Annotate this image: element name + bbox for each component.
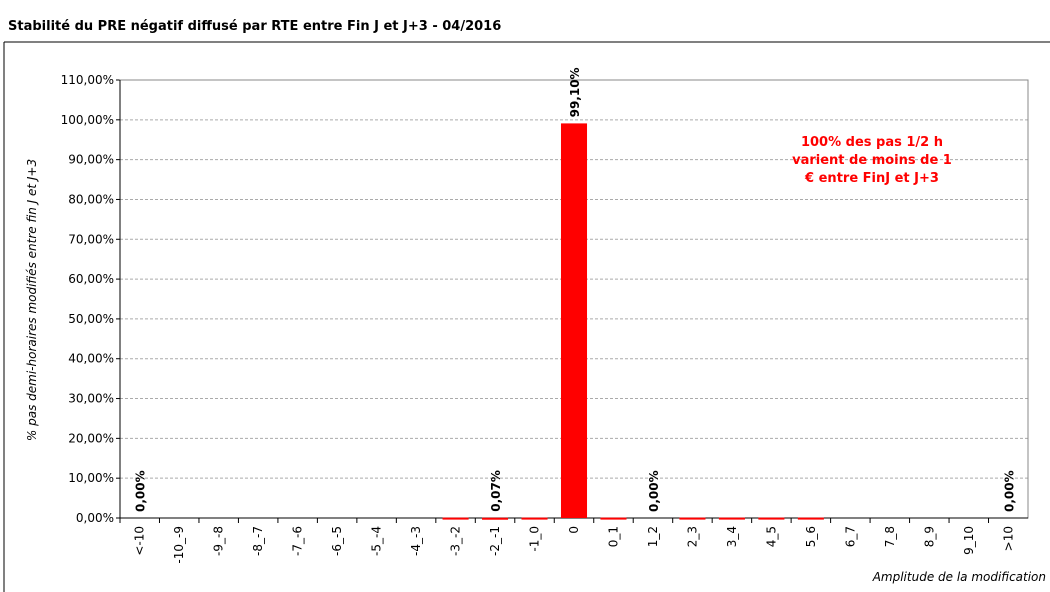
y-tick-label: 70,00% (68, 232, 114, 246)
x-tick-label: -2_-1 (488, 526, 502, 556)
x-tick-label: -10_-9 (172, 526, 186, 564)
y-tick-label: 110,00% (61, 73, 114, 87)
bar (560, 123, 588, 518)
bar (679, 517, 706, 520)
x-tick-label: <-10 (133, 526, 147, 556)
y-axis-label: % pas demi-horaires modifiés entre fin J… (25, 159, 39, 441)
data-label: 0,00% (134, 470, 148, 512)
data-label: 0,00% (647, 470, 661, 512)
y-tick-label: 20,00% (68, 431, 114, 445)
y-tick-label: 60,00% (68, 272, 114, 286)
data-label: 0,00% (1002, 470, 1016, 512)
bar (718, 517, 745, 520)
x-tick-label: 6_7 (843, 526, 857, 547)
annotation: € entre FinJ et J+3 (804, 171, 939, 186)
y-tick-label: 40,00% (68, 352, 114, 366)
y-tick-label: 80,00% (68, 192, 114, 206)
x-tick-label: -6_-5 (330, 526, 344, 556)
chart-title: Stabilité du PRE négatif diffusé par RTE… (8, 19, 501, 34)
x-tick-label: 0 (567, 526, 581, 534)
x-tick-label: 5_6 (804, 526, 818, 547)
x-tick-label: 7_8 (883, 526, 897, 547)
x-tick-label: 1_2 (646, 526, 660, 547)
x-tick-label: -9_-8 (212, 526, 226, 556)
x-tick-label: -5_-4 (370, 526, 384, 556)
bar (521, 517, 548, 520)
x-tick-label: -1_0 (528, 526, 542, 552)
x-tick-label: 8_9 (922, 526, 936, 547)
x-tick-label: -7_-6 (291, 526, 305, 556)
bar (442, 517, 469, 520)
y-tick-label: 10,00% (68, 471, 114, 485)
data-label: 0,07% (489, 470, 503, 512)
y-tick-label: 30,00% (68, 392, 114, 406)
y-tick-label: 50,00% (68, 312, 114, 326)
y-tick-label: 100,00% (61, 113, 114, 127)
bar (600, 517, 627, 520)
y-tick-label: 0,00% (76, 511, 114, 525)
y-tick-label: 90,00% (68, 153, 114, 167)
data-label: 99,10% (568, 67, 582, 117)
bar (482, 517, 509, 520)
x-tick-label: 4_5 (764, 526, 778, 547)
bar (758, 517, 785, 520)
x-tick-label: -3_-2 (449, 526, 463, 556)
x-tick-label: 9_10 (962, 526, 976, 555)
x-tick-label: 2_3 (685, 526, 699, 547)
annotation: varient de moins de 1 (792, 153, 952, 168)
bar (797, 517, 824, 520)
x-tick-label: -4_-3 (409, 526, 423, 556)
x-tick-label: -8_-7 (251, 526, 265, 556)
x-tick-label: 0_1 (606, 526, 620, 547)
x-axis-label: Amplitude de la modification (872, 570, 1046, 584)
x-tick-label: 3_4 (725, 526, 739, 547)
x-tick-label: >10 (1001, 526, 1015, 551)
annotation: 100% des pas 1/2 h (801, 135, 943, 150)
